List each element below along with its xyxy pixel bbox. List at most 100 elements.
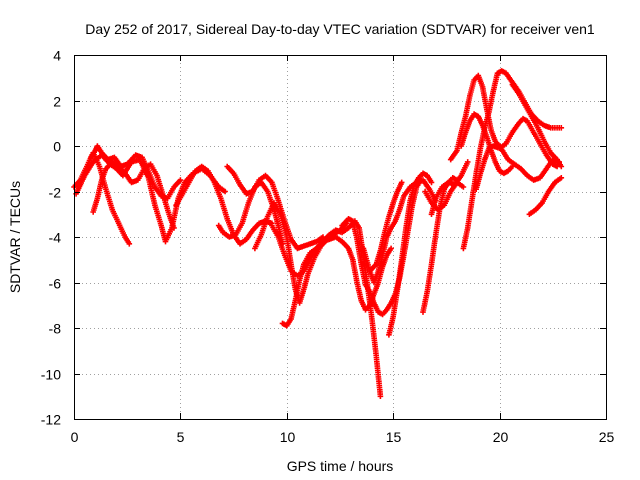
data-point-markers: [541, 138, 553, 154]
series-trace-4: [90, 159, 177, 231]
data-point-markers: [90, 153, 103, 165]
data-point-markers: [554, 125, 565, 131]
data-point-markers: [420, 290, 430, 315]
data-point-markers: [301, 258, 312, 274]
data-point-markers: [522, 102, 534, 118]
data-point-markers: [388, 220, 398, 231]
data-point-markers: [288, 236, 300, 250]
data-point-markers: [424, 172, 435, 186]
series-trace-23: [509, 81, 565, 170]
data-point-markers: [386, 315, 396, 338]
data-point-markers: [284, 317, 293, 329]
data-point-markers: [173, 192, 185, 208]
data-point-markers: [509, 122, 521, 136]
data-point-markers: [526, 208, 537, 217]
data-point-markers: [464, 199, 475, 231]
y-tick-label: -12: [41, 412, 61, 428]
data-point-markers: [313, 234, 326, 245]
x-tick-label: 20: [493, 429, 509, 445]
data-point-markers: [124, 153, 138, 167]
data-point-markers: [215, 222, 225, 234]
data-point-markers: [250, 221, 261, 233]
y-tick-label: 4: [53, 48, 61, 64]
data-point-markers: [103, 160, 114, 172]
data-point-markers: [520, 115, 529, 123]
data-point-markers: [524, 118, 536, 134]
data-point-markers: [154, 172, 166, 197]
data-point-markers: [339, 238, 350, 250]
data-point-markers: [164, 186, 176, 202]
data-point-markers: [550, 161, 560, 170]
data-point-markers: [362, 282, 372, 293]
data-point-markers: [81, 160, 95, 179]
data-point-markers: [230, 170, 242, 186]
data-point-markers: [537, 140, 549, 156]
data-point-markers: [535, 118, 546, 128]
data-point-markers: [147, 161, 159, 177]
data-point-markers: [469, 172, 479, 204]
data-point-markers: [122, 170, 134, 184]
data-point-markers: [479, 84, 490, 111]
data-point-markers: [524, 172, 535, 182]
data-point-markers: [439, 180, 450, 190]
data-point-markers: [360, 245, 372, 272]
data-point-markers: [301, 252, 312, 268]
data-point-markers: [332, 234, 344, 244]
data-point-markers: [237, 181, 249, 196]
data-point-markers: [396, 195, 406, 213]
data-point-markers: [171, 177, 184, 190]
data-point-markers: [501, 150, 510, 161]
data-point-markers: [473, 147, 483, 177]
data-point-markers: [547, 150, 559, 162]
y-tick-label: 0: [53, 139, 61, 155]
data-point-markers: [326, 228, 337, 238]
data-point-markers: [218, 195, 230, 220]
data-point-markers: [384, 245, 394, 258]
data-point-markers: [375, 309, 384, 317]
data-point-markers: [239, 202, 251, 227]
y-tick-label: -4: [49, 230, 62, 246]
data-point-markers: [103, 186, 115, 211]
data-point-markers: [115, 163, 127, 175]
data-point-markers: [345, 216, 355, 224]
data-point-markers: [373, 352, 384, 399]
data-point-markers: [292, 279, 302, 304]
data-point-markers: [135, 167, 146, 183]
data-point-markers: [256, 173, 267, 183]
data-point-markers: [433, 186, 444, 202]
data-point-markers: [492, 138, 501, 148]
data-point-markers: [447, 149, 459, 163]
data-point-markers: [435, 203, 446, 213]
y-tick-label: -2: [49, 185, 62, 201]
data-point-markers: [271, 200, 283, 216]
data-point-markers: [415, 172, 425, 181]
y-axis-label: SDTVAR / TECUs: [7, 181, 23, 293]
series-trace-16: [422, 179, 467, 213]
data-point-markers: [284, 234, 294, 265]
data-point-markers: [307, 247, 319, 263]
data-point-markers: [518, 165, 529, 177]
data-point-markers: [516, 117, 525, 127]
data-point-markers: [179, 181, 191, 197]
series-trace-21: [473, 115, 560, 192]
data-point-markers: [294, 269, 305, 279]
data-point-markers: [498, 68, 508, 76]
x-tick-label: 5: [177, 429, 185, 445]
data-point-markers: [545, 181, 557, 195]
x-axis-label: GPS time / hours: [287, 458, 394, 474]
data-point-markers: [362, 304, 372, 313]
data-point-markers: [433, 206, 443, 238]
data-point-markers: [543, 152, 555, 166]
data-point-markers: [358, 261, 368, 286]
data-point-markers: [486, 90, 496, 115]
data-point-markers: [471, 111, 480, 119]
data-point-markers: [109, 206, 121, 225]
data-point-markers: [394, 259, 405, 293]
data-point-markers: [503, 131, 515, 147]
data-point-markers: [424, 263, 434, 295]
data-point-markers: [460, 227, 471, 252]
data-point-markers: [237, 237, 248, 247]
data-point-markers: [339, 226, 350, 236]
chart-title: Day 252 of 2017, Sidereal Day-to-day VTE…: [85, 21, 595, 37]
data-point-markers: [554, 156, 565, 170]
